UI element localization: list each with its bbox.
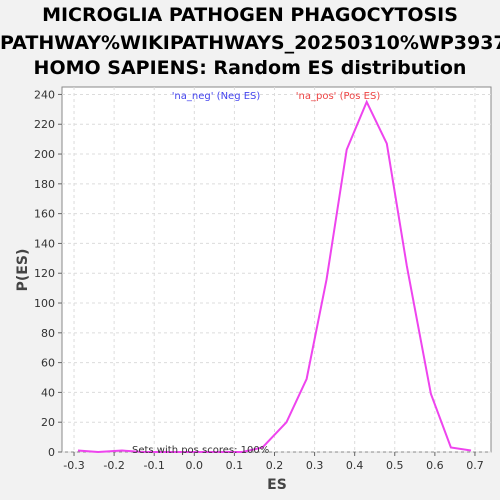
y-tick-label: 180	[34, 178, 55, 191]
y-tick-label: 240	[34, 88, 55, 101]
chart-title-line-1: MICROGLIA PATHOGEN PHAGOCYTOSIS	[42, 4, 458, 26]
pos-scores-annotation: Sets with pos scores: 100%	[132, 445, 269, 456]
x-tick-label: -0.2	[103, 459, 124, 472]
x-tick-label: 0.3	[306, 459, 324, 472]
y-tick-label: 160	[34, 208, 55, 221]
x-tick-label: 0.4	[346, 459, 364, 472]
x-tick-label: -0.3	[63, 459, 84, 472]
x-axis-ticks: -0.3 -0.2 -0.1 0.0 0.1 0.2 0.3 0.4 0.5 0.6 0.7	[63, 452, 484, 472]
series-line	[77, 99, 472, 454]
x-tick-label: 0.2	[266, 459, 284, 472]
grid-lines	[62, 87, 491, 453]
y-tick-label: 120	[34, 267, 55, 280]
legend-neg-label: 'na_neg' (Neg ES)	[172, 91, 261, 102]
y-tick-label: 140	[34, 237, 55, 250]
y-tick-label: 80	[41, 327, 55, 340]
y-tick-label: 200	[34, 148, 55, 161]
x-tick-label: 0.6	[426, 459, 444, 472]
x-tick-label: 0.7	[466, 459, 484, 472]
x-tick-label: -0.1	[143, 459, 164, 472]
chart-title-line-3: HOMO SAPIENS: Random ES distribution	[33, 57, 467, 79]
x-tick-label: 0.0	[186, 459, 204, 472]
x-axis-title: ES	[267, 477, 287, 493]
y-tick-label: 60	[41, 357, 55, 370]
y-axis-ticks: 0 20 40 60 80 100 120 140 160 180 200 220 240	[34, 88, 62, 459]
plot-area	[61, 86, 492, 453]
y-tick-label: 20	[41, 416, 55, 429]
legend-pos-label: 'na_pos' (Pos ES)	[296, 91, 381, 102]
chart-title-line-2: PATHWAY%WIKIPATHWAYS_20250310%WP3937%	[0, 32, 500, 54]
y-tick-label: 40	[41, 386, 55, 399]
x-tick-label: 0.1	[226, 459, 244, 472]
y-axis-title: P(ES)	[15, 249, 31, 292]
y-tick-label: 100	[34, 297, 55, 310]
y-tick-label: 0	[48, 446, 55, 459]
x-tick-label: 0.5	[386, 459, 404, 472]
y-tick-label: 220	[34, 118, 55, 131]
